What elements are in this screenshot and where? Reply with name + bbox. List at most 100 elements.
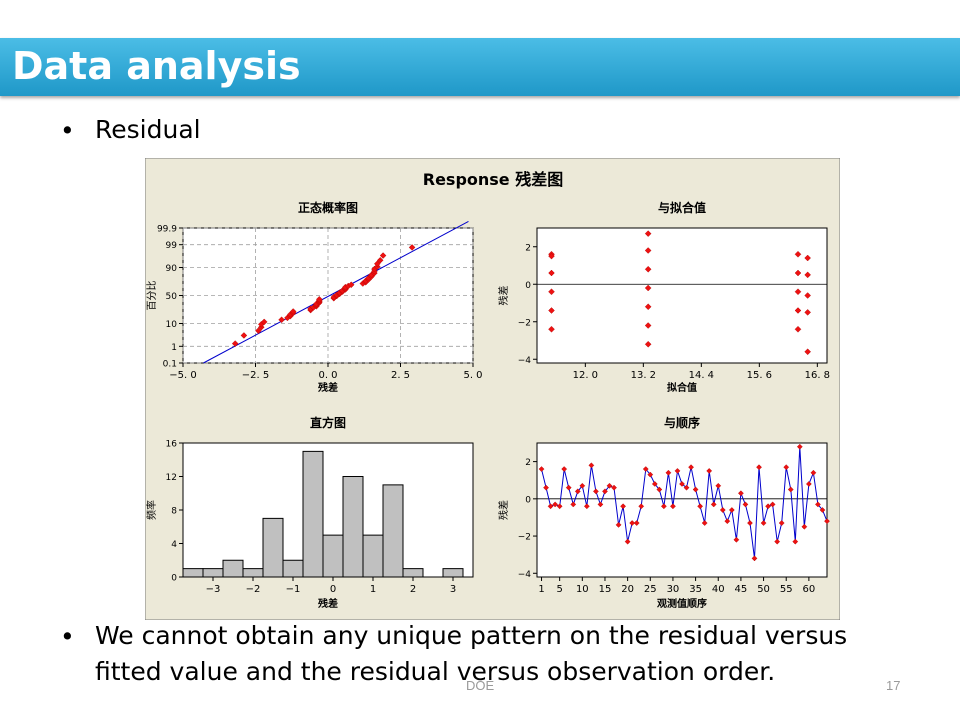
order-plot-point (651, 481, 658, 487)
order-plot-x-tick-label: 20 (621, 584, 634, 595)
histogram-bar (302, 450, 324, 578)
fits-plot-y-tick-label: −2 (518, 318, 531, 328)
histogram-bar (322, 534, 344, 578)
normal-plot-point (376, 257, 384, 264)
order-plot-point (556, 503, 563, 510)
histogram-bar (362, 534, 384, 578)
fits-plot-point (804, 254, 811, 262)
fits-plot-y-label: 残差 (497, 286, 510, 306)
order-plot-point (692, 486, 699, 493)
order-plot-point (570, 501, 577, 508)
order-plot-title: 与顺序 (664, 415, 700, 430)
order-plot-point (674, 468, 681, 474)
histogram-y-label: 频率 (145, 500, 158, 520)
order-plot-x-tick-label: 15 (599, 584, 612, 595)
fits-plot-point (644, 230, 652, 237)
normal-plot-x-tick-label: 0. 0 (318, 370, 337, 381)
order-plot-point (815, 501, 821, 508)
order-plot-x-tick-label: 1 (538, 584, 544, 595)
order-plot-point (665, 469, 672, 476)
order-plot-x-tick-label: 45 (735, 584, 748, 595)
order-plot-point (783, 464, 790, 471)
order-plot-point (774, 538, 781, 545)
fits-plot-point (804, 271, 811, 279)
normal-plot-x-tick-label: 5. 0 (463, 370, 482, 381)
histogram-x-tick-label: 1 (370, 584, 376, 595)
order-plot-x-tick-label: 5 (556, 584, 562, 595)
order-plot-point (724, 518, 731, 525)
order-plot-point (715, 482, 722, 489)
order-plot-point (747, 520, 753, 526)
order-plot-point (583, 503, 590, 510)
fits-plot-point (804, 292, 811, 299)
histogram-bar (202, 568, 224, 578)
order-plot-point (805, 481, 812, 487)
fits-plot-point (548, 307, 555, 314)
fits-plot-frame (536, 227, 828, 364)
order-plot-x-tick-label: 55 (780, 584, 793, 595)
order-plot-point (824, 518, 830, 525)
normal-plot-point (231, 340, 239, 347)
order-plot-point (796, 443, 803, 450)
fits-plot-x-tick-label: 14. 4 (689, 370, 714, 381)
normal-plot-y-tick-label: 90 (166, 264, 178, 274)
histogram-bar (342, 476, 364, 578)
order-plot-point (593, 488, 599, 495)
order-plot-point (733, 536, 740, 543)
normal-plot-point (347, 281, 355, 289)
order-plot-point (597, 501, 604, 508)
bullet-marker: • (60, 116, 75, 145)
histogram-bar (242, 568, 264, 578)
fits-plot-point (644, 247, 652, 254)
normal-plot-title: 正态概率图 (298, 200, 358, 215)
order-plot-point (719, 507, 726, 513)
normal-plot-point (240, 332, 248, 339)
order-plot-x-tick-label: 30 (667, 584, 680, 595)
bullet-marker: • (60, 622, 75, 651)
histogram-x-tick-label: 2 (410, 584, 416, 595)
order-plot-y-tick-label: −4 (518, 570, 532, 580)
order-plot-point (742, 501, 749, 508)
order-plot-point (588, 462, 595, 469)
order-plot-point (611, 484, 617, 491)
normal-plot-y-tick-label: 0.1 (163, 360, 177, 370)
order-plot-point (561, 466, 568, 472)
histogram-x-tick-label: −1 (286, 584, 301, 595)
order-plot-point (670, 503, 676, 510)
normal-plot-x-label: 残差 (318, 381, 338, 394)
normal-plot-point (278, 316, 285, 324)
bullet-conclusion: We cannot obtain any unique pattern on t… (95, 618, 847, 690)
order-plot-point (638, 503, 645, 510)
order-plot-x-tick-label: 25 (644, 584, 657, 595)
order-plot-point (574, 488, 581, 495)
fits-plot-point (794, 250, 802, 258)
histogram-y-tick-label: 8 (171, 507, 177, 517)
order-plot-point (688, 464, 694, 471)
histogram-bar (182, 568, 204, 578)
order-plot-x-tick-label: 60 (803, 584, 816, 595)
fits-plot-point (548, 288, 555, 296)
order-plot-point (769, 501, 776, 508)
fits-plot-point (548, 269, 555, 277)
order-plot-point (660, 503, 667, 510)
order-plot-x-label: 观测值顺序 (657, 597, 707, 610)
histogram-y-tick-label: 4 (171, 540, 177, 550)
normal-plot-x-tick-label: −5. 0 (169, 370, 196, 381)
normal-plot-y-tick-label: 50 (166, 292, 178, 302)
histogram-bar (282, 559, 304, 578)
histogram-bar (402, 568, 424, 578)
order-plot-point (765, 503, 771, 510)
title-bar: Data analysis (0, 38, 960, 96)
normal-plot-point (316, 296, 323, 303)
order-plot-x-tick-label: 50 (757, 584, 770, 595)
order-plot-x-tick-label: 35 (689, 584, 702, 595)
order-plot-point (679, 481, 685, 487)
order-plot-point (642, 466, 649, 472)
histogram-x-tick-label: 3 (450, 584, 456, 595)
normal-plot-point (374, 260, 381, 268)
histogram-title: 直方图 (310, 415, 346, 430)
order-plot-point (624, 538, 631, 545)
order-plot-point (547, 503, 554, 510)
fits-plot-point (794, 325, 802, 333)
order-plot-point (620, 503, 626, 510)
